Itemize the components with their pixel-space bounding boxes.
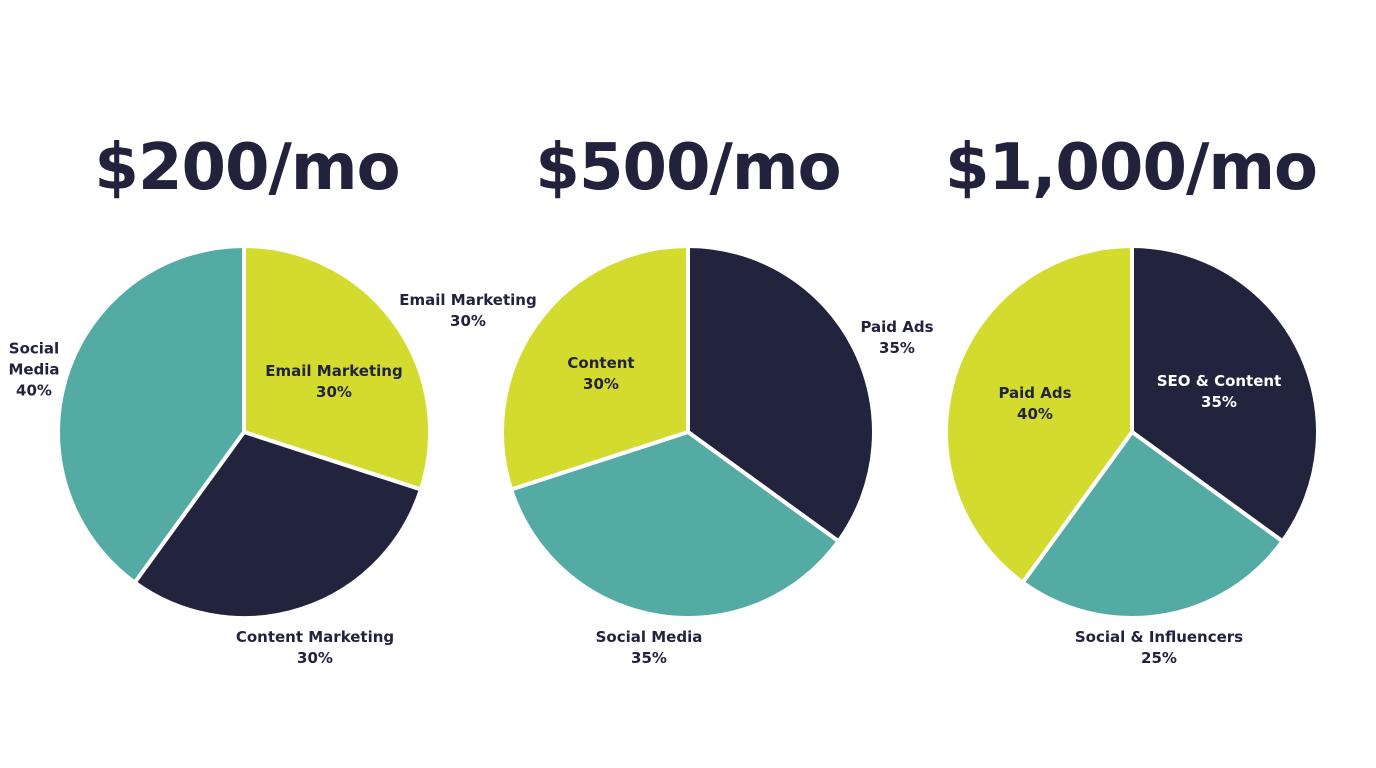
chart-title-500: $500/mo	[535, 131, 841, 205]
pie1-slice-content-marketing	[132, 430, 423, 620]
label-text: Paid Ads	[860, 318, 934, 336]
chart-title-1000: $1,000/mo	[945, 131, 1318, 205]
pie3-label-social-influencers: Social & Influencers 25%	[1075, 627, 1243, 669]
pie2-slice-social-media	[509, 430, 841, 620]
label-pct: 40%	[1017, 405, 1053, 423]
label-text: Social Media	[595, 628, 703, 646]
label-pct: 30%	[583, 375, 619, 393]
pie1-label-content-marketing: Content Marketing 30%	[236, 627, 394, 669]
pie1-label-social-media: Social Media 40%	[8, 339, 59, 402]
label-text: SEO & Content	[1156, 372, 1282, 390]
label-text: Content	[567, 354, 635, 372]
label-text: Email Marketing	[399, 291, 537, 309]
pie2-slice-paid-ads	[686, 244, 876, 544]
pie2-label-content: Content 30%	[567, 353, 634, 395]
pie1-label-email-marketing: Email Marketing 30%	[265, 361, 402, 403]
pie2-label-social-media: Social Media 35%	[596, 627, 703, 669]
label-pct: 35%	[879, 339, 915, 357]
label-text: Media	[8, 360, 60, 379]
label-text: Social	[8, 339, 60, 358]
chart-title-200: $200/mo	[94, 131, 400, 205]
label-text: Email Marketing	[265, 362, 403, 380]
pie2-label-email-marketing: Email Marketing 30%	[399, 290, 536, 332]
label-text: Content Marketing	[235, 628, 395, 646]
pie3-slice-social-influencers	[1020, 430, 1285, 620]
label-pct: 30%	[450, 312, 486, 330]
label-pct: 40%	[16, 381, 52, 400]
label-pct: 35%	[1201, 393, 1237, 411]
label-pct: 25%	[1141, 649, 1177, 667]
label-pct: 30%	[297, 649, 333, 667]
pie2-label-paid-ads: Paid Ads 35%	[860, 317, 933, 359]
pie3-label-paid-ads: Paid Ads 40%	[998, 383, 1071, 425]
pie3-slice-seo-content	[1130, 244, 1320, 544]
pie1-slice-email-marketing	[242, 244, 433, 492]
label-text: Paid Ads	[998, 384, 1072, 402]
pie3-slice-paid-ads	[944, 244, 1134, 585]
pie1-slice-social-media	[56, 244, 246, 585]
label-pct: 35%	[631, 649, 667, 667]
label-pct: 30%	[316, 383, 352, 401]
pie3-label-seo-content: SEO & Content 35%	[1157, 371, 1282, 413]
pie2-slice-content	[499, 244, 690, 492]
label-text: Social & Influencers	[1074, 628, 1244, 646]
